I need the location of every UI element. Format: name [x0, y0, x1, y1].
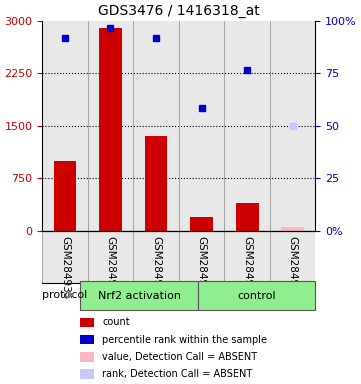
Text: GSM284935: GSM284935 [60, 236, 70, 300]
Bar [99, 28, 122, 231]
Bar [81, 369, 94, 379]
Bar [145, 136, 168, 231]
Bar [236, 203, 258, 231]
Text: count: count [102, 318, 130, 328]
Bar [179, 231, 225, 283]
Bar [133, 21, 179, 231]
Bar [270, 231, 316, 283]
Text: GSM284936: GSM284936 [105, 236, 116, 300]
Text: value, Detection Call = ABSENT: value, Detection Call = ABSENT [102, 352, 257, 362]
Bar [53, 161, 76, 231]
Text: GSM284937: GSM284937 [151, 236, 161, 300]
Bar [81, 318, 94, 327]
Text: control: control [238, 291, 276, 301]
Text: Nrf2 activation: Nrf2 activation [98, 291, 180, 301]
Text: percentile rank within the sample: percentile rank within the sample [102, 334, 267, 344]
Bar [81, 335, 94, 344]
Bar [42, 21, 88, 231]
Bar [88, 21, 133, 231]
Bar [225, 21, 270, 231]
Text: GSM284940: GSM284940 [288, 236, 298, 299]
Bar [42, 231, 88, 283]
Text: protocol: protocol [42, 290, 87, 300]
Bar [190, 217, 213, 231]
Text: rank, Detection Call = ABSENT: rank, Detection Call = ABSENT [102, 369, 253, 379]
Bar [270, 21, 316, 231]
Bar [225, 231, 270, 283]
Bar [133, 231, 179, 283]
Text: GSM284939: GSM284939 [242, 236, 252, 300]
FancyBboxPatch shape [198, 281, 316, 310]
Title: GDS3476 / 1416318_at: GDS3476 / 1416318_at [98, 4, 260, 18]
Text: GSM284938: GSM284938 [197, 236, 206, 300]
Bar [88, 231, 133, 283]
Bar [81, 352, 94, 362]
FancyBboxPatch shape [81, 281, 198, 310]
Bar [179, 21, 225, 231]
Bar [281, 227, 304, 231]
